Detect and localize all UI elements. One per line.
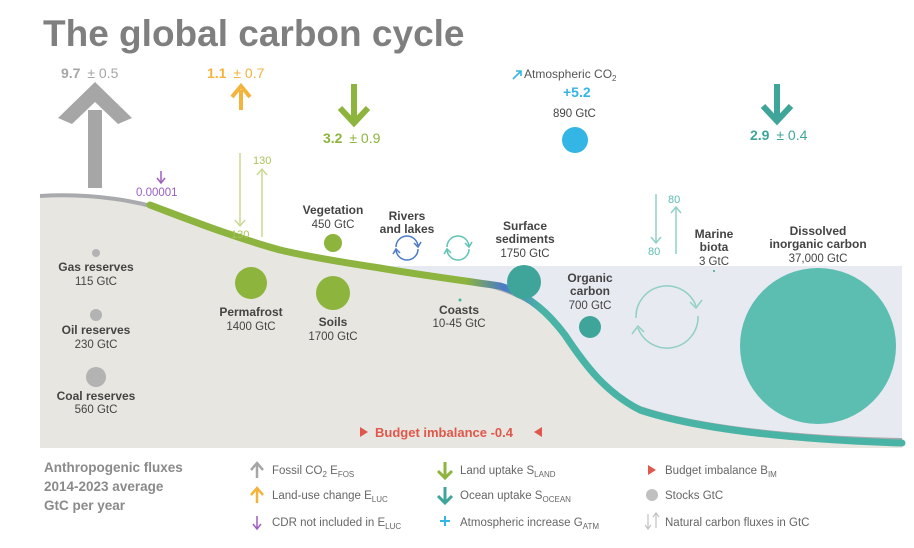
marine-biota-value: 3 GtC [699,256,729,268]
permafrost-value: 1400 GtC [226,321,275,333]
legend-cdr-icon [252,516,262,531]
atmosphere-increase-value: +5.2 [563,84,591,100]
sediments-name-line2: sediments [495,232,555,246]
oil-reserves-name: Oil reserves [62,323,131,337]
legend-fossil-icon [250,461,264,478]
sediments-value: 1750 GtC [500,248,549,260]
legend-heading-line1: Anthropogenic fluxes [44,460,183,475]
permafrost-flux-up-value: 130 [253,155,271,167]
legend-stocks-icon [646,489,658,501]
land-uptake-arrow [337,84,371,128]
legend-heading-line3: GtC per year [44,498,126,513]
atmosphere-stock-value: 890 GtC [553,108,596,120]
rivers-name-line2: and lakes [380,222,435,236]
cdr-value: 0.00001 [136,187,178,199]
marine-biota-circle [713,270,715,272]
coasts-circle [458,298,462,302]
legend-atmospheric-increase-text: Atmospheric increase GATM [460,517,599,531]
budget-imbalance-left-arrow [360,427,368,437]
vegetation-value: 450 GtC [312,219,355,231]
legend-budget-imbalance-text: Budget imbalance BIM [665,465,777,479]
land-uptake-label: 3.2 ± 0.9 [323,130,381,146]
ocean-circulation-loop-icon [631,285,703,349]
legend-ocean-uptake-text: Ocean uptake SOCEAN [460,490,571,504]
oil-reserves-circle [90,309,102,321]
legend-ocean-uptake-icon [436,487,454,506]
organic-carbon-name-line1: Organic [567,271,613,285]
fossil-flux-label: 9.7 ± 0.5 [61,65,119,81]
dic-name-line1: Dissolved [790,224,847,238]
cdr-arrow [156,171,166,185]
fossil-emission-arrow [58,82,132,188]
ocean-natural-flux-arrows [650,194,682,254]
coal-reserves-circle [86,367,106,387]
land-use-emission-arrow [230,82,252,110]
legend-land-uptake-text: Land uptake SLAND [460,465,556,479]
ocean-flux-down-value: 80 [648,246,660,258]
surface-band [146,201,906,447]
page-title: The global carbon cycle [43,13,465,54]
gas-reserves-value: 115 GtC [75,276,117,288]
permafrost-natural-flux-arrows [234,153,268,237]
legend-luc-icon [250,486,264,503]
dic-value: 37,000 GtC [789,253,848,265]
legend-fossil-text: Fossil CO2 EFOS [272,465,354,479]
permafrost-flux-down-value: 130 [231,229,249,241]
legend: Anthropogenic fluxes 2014-2023 average G… [44,460,809,531]
ocean-uptake-label: 2.9 ± 0.4 [750,127,808,143]
coal-reserves-name: Coal reserves [57,389,136,403]
coal-reserves-value: 560 GtC [75,404,118,416]
atmosphere-stock-circle [562,127,588,153]
coasts-value: 10-45 GtC [432,318,485,330]
rivers-cycle-icon [392,235,473,261]
marine-biota-name-line1: Marine [695,227,734,241]
sediments-name-line1: Surface [503,219,547,233]
ocean-flux-up-value: 80 [668,194,680,206]
legend-cdr-text: CDR not included in ELUC [272,517,401,531]
vegetation-circle [324,234,342,252]
soils-circle [316,276,350,310]
organic-carbon-value: 700 GtC [569,300,612,312]
legend-natural-flux-text: Natural carbon fluxes in GtC [665,517,809,529]
oil-reserves-value: 230 GtC [75,339,118,351]
coasts-name: Coasts [439,303,479,317]
legend-atmospheric-increase-icon [440,516,450,526]
organic-carbon-circle [579,316,601,338]
permafrost-name: Permafrost [219,305,282,319]
organic-carbon-name-line2: carbon [570,284,610,298]
legend-land-uptake-icon [436,462,454,481]
legend-luc-text: Land-use change ELUC [272,490,388,504]
ocean-uptake-arrow [760,84,794,126]
legend-budget-imbalance-icon [648,465,656,475]
permafrost-circle [235,267,267,299]
soils-value: 1700 GtC [308,331,357,343]
rivers-name-line1: Rivers [389,209,426,223]
legend-heading-line2: 2014-2023 average [44,479,164,494]
atmosphere-label: Atmospheric CO2 [524,67,617,83]
gas-reserves-name: Gas reserves [58,260,134,274]
atmospheric-increase-icon [512,70,522,80]
dic-name-line2: inorganic carbon [769,237,866,251]
sediments-circle [507,265,541,299]
legend-natural-flux-icon [644,512,660,530]
land-background [40,195,902,448]
legend-stocks-text: Stocks GtC [665,490,723,502]
budget-imbalance-right-arrow [534,427,542,437]
vegetation-name: Vegetation [303,203,364,217]
marine-biota-name-line2: biota [700,240,729,254]
budget-imbalance-text: Budget imbalance -0.4 [375,425,514,440]
soils-name: Soils [319,315,348,329]
dic-circle [740,268,896,424]
gas-reserves-circle [92,249,100,257]
land-use-flux-label: 1.1 ± 0.7 [207,65,265,81]
